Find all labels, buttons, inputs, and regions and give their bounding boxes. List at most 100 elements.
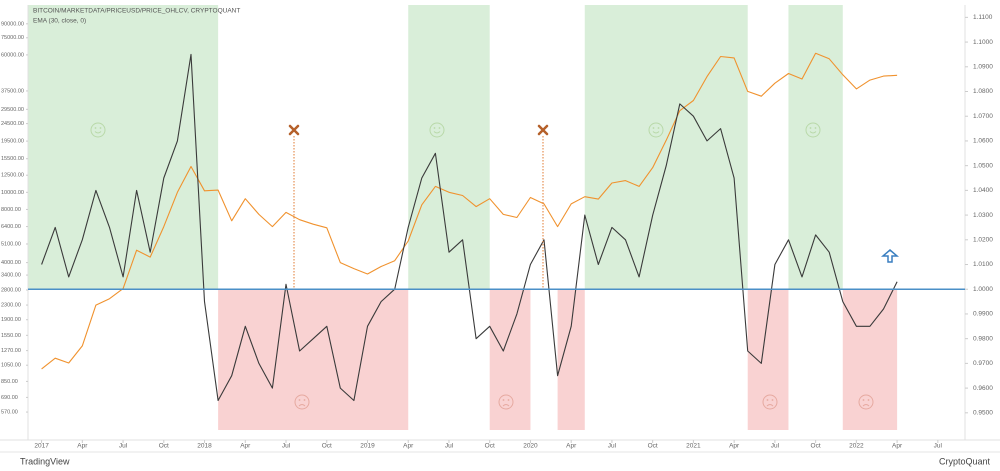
- y2-tick-label: 0.9900: [973, 311, 993, 318]
- y-tick-label: 1550.00: [1, 333, 21, 339]
- eye: [652, 127, 655, 129]
- y2-tick-label: 1.0900: [973, 64, 993, 71]
- shaded-region: [489, 289, 531, 430]
- y-tick-label: 24500.00: [1, 121, 24, 127]
- axes: 90000.00 75000.00 60000.00 37500.00 29500.00…: [0, 5, 1000, 450]
- chart-title: BITCOIN/MARKETDATA/PRICEUSD/PRICE_OHLCV,…: [33, 8, 240, 15]
- series-line: [41, 52, 898, 370]
- mouth: [862, 404, 870, 407]
- y-tick-label: 90000.00: [1, 21, 24, 27]
- footer-left: TradingView: [20, 456, 70, 466]
- x-tick-label: Apr: [77, 443, 88, 450]
- y-tick-label: 8000.00: [1, 207, 21, 213]
- footer-right: CryptoQuant: [939, 456, 991, 466]
- x-tick-label: Apr: [566, 443, 577, 450]
- y-tick-label: 1900.00: [1, 317, 21, 323]
- eye: [766, 399, 769, 401]
- y-tick-label: 37500.00: [1, 88, 24, 94]
- y-tick-label: 2300.00: [1, 303, 21, 309]
- regions: [28, 5, 898, 430]
- x-tick-label: Apr: [403, 443, 414, 450]
- frown-icon: [294, 394, 310, 410]
- smiley-icon: [429, 122, 445, 138]
- y2-tick-label: 0.9500: [973, 410, 993, 417]
- y-tick-label: 12500.00: [1, 173, 24, 179]
- shaded-region: [28, 5, 219, 290]
- y-tick-label: 570.00: [1, 410, 18, 416]
- x-tick-label: Oct: [485, 443, 495, 450]
- shaded-region: [842, 289, 898, 430]
- y-tick-label: 5100.00: [1, 241, 21, 247]
- x-tick-label: Jul: [934, 443, 943, 450]
- y-tick-label: 19500.00: [1, 139, 24, 145]
- x-tick-label: Jul: [445, 443, 454, 450]
- lines: [28, 52, 965, 402]
- eye: [99, 127, 102, 129]
- x-tick-label: 2019: [360, 443, 375, 450]
- y2-tick-label: 1.1100: [973, 14, 993, 21]
- eye: [771, 399, 774, 401]
- y2-tick-label: 1.0600: [973, 138, 993, 145]
- x-marker: [537, 124, 549, 136]
- eye: [303, 399, 306, 401]
- eye: [433, 127, 436, 129]
- mouth: [652, 131, 660, 134]
- y-tick-label: 1270.00: [1, 348, 21, 354]
- y-tick-label: 29500.00: [1, 107, 24, 113]
- x-marker: [288, 124, 300, 136]
- smiley-icon: [90, 122, 106, 138]
- y2-tick-label: 0.9800: [973, 335, 993, 342]
- x-tick-label: Oct: [648, 443, 658, 450]
- mouth: [433, 131, 441, 134]
- frown-icon: [858, 394, 874, 410]
- eye: [867, 399, 870, 401]
- x-tick-label: Oct: [159, 443, 169, 450]
- y2-tick-label: 1.0700: [973, 113, 993, 120]
- eye: [298, 399, 301, 401]
- x-tick-label: 2017: [34, 443, 49, 450]
- eye: [438, 127, 441, 129]
- eye: [862, 399, 865, 401]
- y-tick-label: 15500.00: [1, 156, 24, 162]
- shaded-region: [788, 5, 843, 290]
- x-tick-label: 2021: [686, 443, 701, 450]
- y2-tick-label: 0.9600: [973, 385, 993, 392]
- pointer-icon: [880, 249, 900, 263]
- y2-tick-label: 0.9700: [973, 360, 993, 367]
- x-tick-label: Oct: [811, 443, 821, 450]
- x-tick-label: 2020: [523, 443, 538, 450]
- eye: [809, 127, 812, 129]
- shaded-region: [218, 289, 409, 430]
- mouth: [502, 404, 510, 407]
- x-tick-label: 2018: [197, 443, 212, 450]
- x-tick-label: Apr: [729, 443, 740, 450]
- eye: [814, 127, 817, 129]
- frown-icon: [498, 394, 514, 410]
- y2-tick-label: 1.0300: [973, 212, 993, 219]
- x-tick-label: Apr: [892, 443, 903, 450]
- smiley-icon: [648, 122, 664, 138]
- y2-tick-label: 1.0000: [973, 286, 993, 293]
- y2-tick-label: 1.0200: [973, 237, 993, 244]
- mouth: [766, 404, 774, 407]
- y-tick-label: 60000.00: [1, 52, 24, 58]
- frown-icon: [762, 394, 778, 410]
- y2-tick-label: 1.0100: [973, 261, 993, 268]
- x-tick-label: Apr: [240, 443, 251, 450]
- x-tick-label: Oct: [322, 443, 332, 450]
- annotations: [90, 122, 900, 410]
- eye: [657, 127, 660, 129]
- eye: [94, 127, 97, 129]
- chart-subtitle: EMA (30, close, 0): [33, 18, 86, 25]
- y-tick-label: 10000.00: [1, 190, 24, 196]
- x-tick-label: Jul: [282, 443, 291, 450]
- mouth: [298, 404, 306, 407]
- smiley-icon: [805, 122, 821, 138]
- y-tick-label: 3400.00: [1, 273, 21, 279]
- x-tick-label: 2022: [849, 443, 864, 450]
- x-tick-label: Jul: [608, 443, 617, 450]
- y2-tick-label: 1.1000: [973, 39, 993, 46]
- x-tick-label: Jul: [771, 443, 780, 450]
- eye: [507, 399, 510, 401]
